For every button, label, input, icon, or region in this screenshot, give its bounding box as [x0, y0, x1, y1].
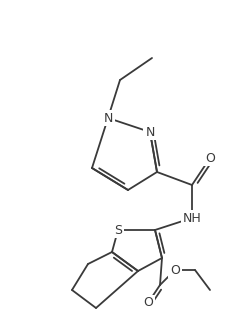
Text: O: O — [170, 264, 180, 277]
Text: O: O — [143, 296, 153, 310]
Text: O: O — [205, 152, 215, 164]
Text: NH: NH — [183, 211, 201, 225]
Text: N: N — [145, 125, 155, 139]
Text: N: N — [103, 112, 113, 124]
Text: S: S — [114, 224, 122, 237]
